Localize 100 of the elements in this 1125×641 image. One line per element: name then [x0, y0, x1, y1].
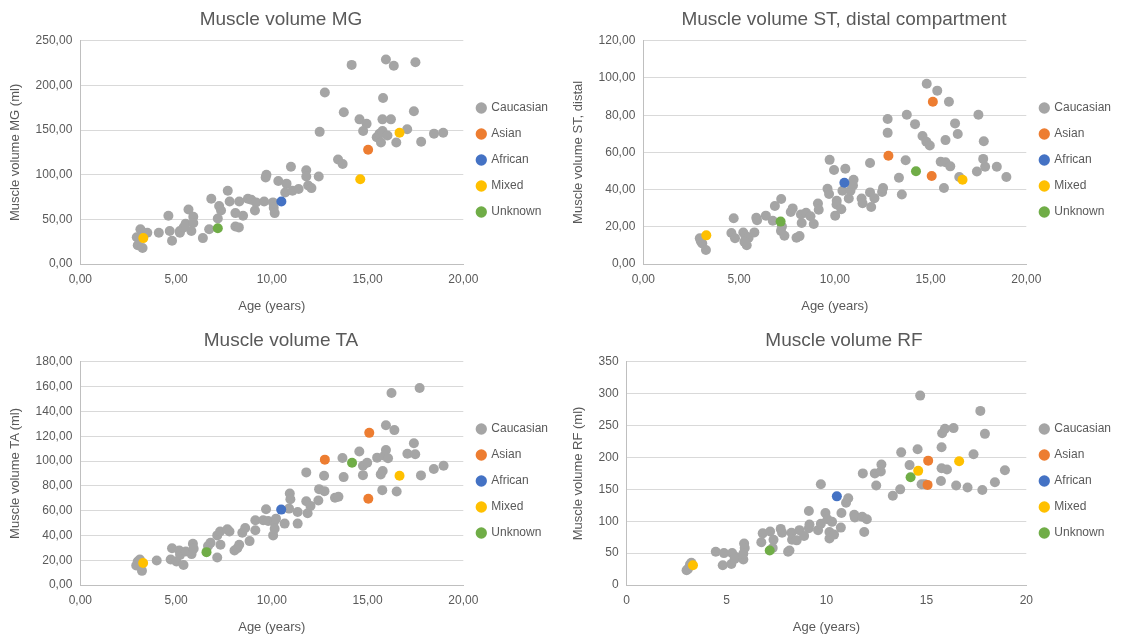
x-tick-label: 0,00 [68, 271, 93, 286]
x-tick-label: 15,00 [915, 271, 946, 286]
chart-title: Muscle volume TA [203, 328, 359, 350]
legend-label: African [1054, 152, 1092, 167]
y-tick-label: 0,00 [611, 256, 636, 271]
x-tick-label: 5,00 [164, 592, 189, 607]
x-axis-title: Age (years) [238, 618, 306, 634]
point [839, 177, 850, 188]
y-tick-label: 150,00 [35, 122, 73, 137]
y-tick-label: 50 [605, 545, 619, 560]
point [347, 457, 358, 468]
x-tick-label: 15,00 [352, 592, 383, 607]
y-tick-label: 300 [598, 386, 619, 400]
y-axis-title: Muscle volume MG (ml) [7, 83, 23, 222]
y-tick-label: 80,00 [605, 107, 636, 122]
y-tick-label: 40,00 [605, 181, 636, 196]
x-tick-label: 15,00 [352, 271, 383, 286]
legend-label: Mixed [1054, 499, 1087, 514]
point [138, 557, 149, 568]
y-tick-label: 120,00 [598, 33, 636, 48]
point [364, 427, 375, 438]
point [701, 230, 712, 241]
chart-title: Muscle volume ST, distal compartment [681, 7, 1008, 29]
y-tick-label: 140,00 [35, 403, 73, 418]
y-axis-title: Muscle volume RF (ml) [570, 406, 586, 541]
legend-label: Asian [491, 447, 522, 462]
y-axis-title: Muscle volume TA (ml) [7, 407, 23, 539]
x-tick-label: 0,00 [631, 271, 656, 286]
y-tick-label: 100,00 [35, 453, 73, 468]
y-tick-label: 200,00 [35, 77, 73, 92]
legend-label: Mixed [491, 178, 524, 193]
y-tick-label: 100,00 [35, 167, 73, 182]
chart-title: Muscle volume RF [765, 328, 923, 350]
point [926, 171, 937, 182]
point [923, 455, 934, 466]
point [363, 493, 374, 504]
point [201, 547, 212, 558]
point [911, 166, 921, 177]
x-tick-label: 5 [723, 592, 731, 607]
y-tick-label: 0,00 [48, 577, 73, 592]
point [954, 456, 965, 467]
x-tick-label: 10,00 [256, 271, 288, 286]
legend-label: African [1054, 473, 1092, 488]
legend-label: Caucasian [491, 421, 548, 436]
legend-label: Mixed [1054, 178, 1087, 193]
y-tick-label: 0 [611, 577, 619, 592]
x-tick-label: 20,00 [448, 592, 479, 607]
y-tick-label: 20,00 [605, 219, 636, 234]
y-tick-label: 40,00 [42, 527, 73, 542]
point [394, 127, 405, 138]
y-tick-label: 350 [598, 354, 619, 369]
point [927, 96, 938, 107]
x-tick-label: 10 [819, 592, 834, 607]
legend-label: Unknown [1054, 525, 1105, 540]
x-tick-label: 5,00 [727, 271, 752, 286]
x-tick-label: 20,00 [448, 271, 479, 286]
x-tick-label: 15 [919, 592, 934, 607]
y-tick-label: 200 [598, 449, 619, 464]
legend-label: African [491, 473, 529, 488]
y-tick-label: 60,00 [605, 144, 636, 159]
y-tick-label: 120,00 [35, 428, 73, 443]
y-axis-title: Muscle volume ST, distal [570, 80, 586, 224]
x-tick-label: 20,00 [1011, 271, 1042, 286]
y-tick-label: 250,00 [35, 33, 73, 48]
point [775, 216, 786, 227]
point [905, 472, 916, 483]
legend-label: Caucasian [1054, 421, 1111, 436]
legend-label: Unknown [1054, 204, 1105, 219]
legend-label: Asian [1054, 447, 1085, 462]
legend-label: Caucasian [1054, 100, 1111, 115]
legend-label: African [491, 152, 529, 167]
y-tick-label: 20,00 [42, 552, 73, 567]
point [276, 504, 287, 515]
point [913, 465, 924, 476]
y-tick-label: 150 [598, 481, 619, 496]
legend-label: Asian [491, 126, 522, 141]
y-tick-label: 250 [598, 417, 619, 432]
x-axis-title: Age (years) [801, 297, 869, 313]
point [138, 233, 149, 244]
legend-label: Mixed [491, 499, 524, 514]
y-tick-label: 60,00 [42, 502, 73, 517]
x-axis-title: Age (years) [792, 618, 861, 634]
point [276, 196, 287, 207]
legend-label: Unknown [491, 525, 542, 540]
x-axis-title: Age (years) [238, 297, 306, 313]
y-tick-label: 160,00 [35, 378, 73, 393]
point [883, 150, 894, 161]
x-tick-label: 20 [1019, 592, 1034, 607]
chart-title: Muscle volume MG [199, 7, 363, 29]
point [831, 491, 842, 502]
point [212, 223, 223, 234]
legend-label: Unknown [491, 204, 542, 219]
x-tick-label: 5,00 [164, 271, 189, 286]
x-tick-label: 10,00 [256, 592, 288, 607]
point [394, 470, 405, 481]
point [355, 174, 366, 185]
y-tick-label: 180,00 [35, 354, 73, 369]
y-tick-label: 50,00 [42, 211, 73, 226]
y-tick-label: 80,00 [42, 478, 73, 493]
legend-label: Asian [1054, 126, 1085, 141]
